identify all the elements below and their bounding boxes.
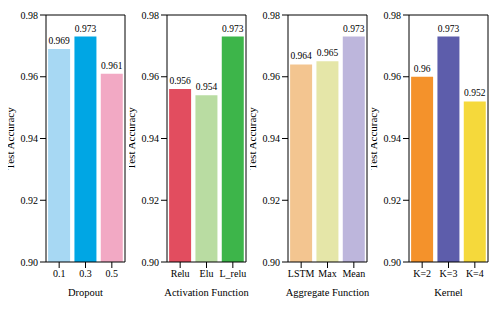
svg-text:0.90: 0.90 bbox=[384, 257, 402, 268]
svg-text:0.94: 0.94 bbox=[263, 133, 281, 144]
svg-text:0.965: 0.965 bbox=[317, 48, 339, 58]
svg-text:Test Accuracy: Test Accuracy bbox=[371, 107, 379, 170]
svg-text:0.94: 0.94 bbox=[142, 133, 160, 144]
svg-text:0.94: 0.94 bbox=[384, 133, 402, 144]
svg-text:Test Accuracy: Test Accuracy bbox=[129, 107, 137, 170]
svg-text:0.956: 0.956 bbox=[169, 76, 191, 86]
svg-text:0.90: 0.90 bbox=[142, 257, 160, 268]
svg-text:0.96: 0.96 bbox=[263, 71, 281, 82]
svg-text:0.964: 0.964 bbox=[290, 51, 312, 61]
svg-text:0.92: 0.92 bbox=[384, 195, 402, 206]
svg-text:0.96: 0.96 bbox=[21, 71, 39, 82]
svg-text:Kernel: Kernel bbox=[434, 287, 463, 298]
svg-text:Elu: Elu bbox=[200, 268, 214, 279]
svg-text:K=2: K=2 bbox=[413, 268, 431, 279]
svg-text:0.96: 0.96 bbox=[384, 71, 402, 82]
svg-text:0.5: 0.5 bbox=[106, 268, 119, 279]
svg-text:0.954: 0.954 bbox=[196, 82, 218, 92]
svg-text:Mean: Mean bbox=[342, 268, 365, 279]
svg-text:LSTM: LSTM bbox=[288, 268, 315, 279]
svg-text:0.96: 0.96 bbox=[142, 71, 160, 82]
svg-text:Relu: Relu bbox=[171, 268, 190, 279]
svg-text:Test Accuracy: Test Accuracy bbox=[8, 107, 16, 170]
svg-text:Test Accuracy: Test Accuracy bbox=[250, 107, 258, 170]
svg-text:0.973: 0.973 bbox=[343, 24, 365, 34]
svg-text:0.3: 0.3 bbox=[79, 268, 92, 279]
svg-text:K=3: K=3 bbox=[440, 268, 458, 279]
svg-text:Max: Max bbox=[318, 268, 336, 279]
svg-text:0.90: 0.90 bbox=[263, 257, 281, 268]
svg-text:Activation Function: Activation Function bbox=[164, 287, 249, 298]
svg-text:0.92: 0.92 bbox=[21, 195, 39, 206]
svg-text:0.952: 0.952 bbox=[464, 88, 486, 98]
svg-text:0.973: 0.973 bbox=[222, 24, 244, 34]
svg-text:0.98: 0.98 bbox=[142, 10, 160, 21]
svg-text:Aggregate Function: Aggregate Function bbox=[286, 287, 370, 298]
svg-text:0.98: 0.98 bbox=[263, 10, 281, 21]
svg-text:0.961: 0.961 bbox=[101, 61, 123, 71]
svg-text:0.969: 0.969 bbox=[48, 36, 70, 46]
svg-text:0.92: 0.92 bbox=[142, 195, 160, 206]
svg-text:L_relu: L_relu bbox=[220, 268, 247, 279]
svg-text:0.90: 0.90 bbox=[21, 257, 39, 268]
svg-text:Dropout: Dropout bbox=[68, 287, 103, 298]
svg-text:0.1: 0.1 bbox=[53, 268, 66, 279]
svg-text:0.973: 0.973 bbox=[75, 24, 97, 34]
svg-text:0.92: 0.92 bbox=[263, 195, 281, 206]
svg-text:0.973: 0.973 bbox=[438, 24, 460, 34]
svg-text:0.98: 0.98 bbox=[21, 10, 39, 21]
svg-text:0.98: 0.98 bbox=[384, 10, 402, 21]
svg-text:0.94: 0.94 bbox=[21, 133, 39, 144]
svg-text:0.96: 0.96 bbox=[414, 64, 431, 74]
svg-text:K=4: K=4 bbox=[466, 268, 484, 279]
